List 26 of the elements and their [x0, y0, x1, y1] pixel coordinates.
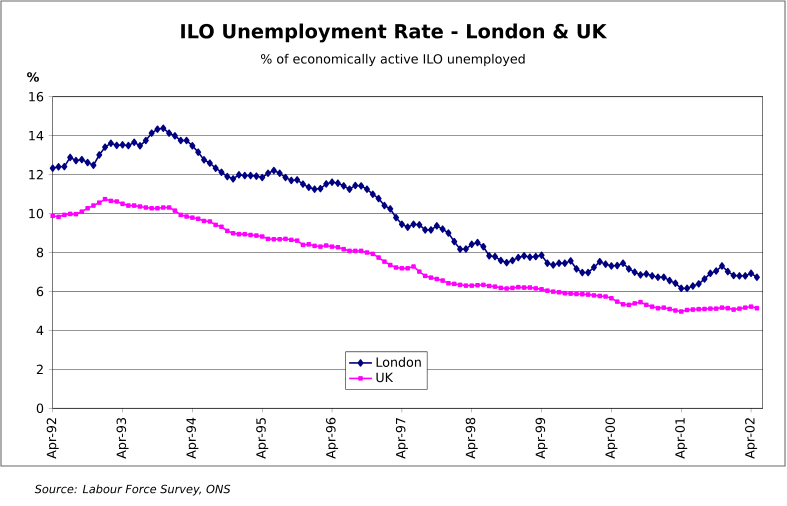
y-tick-label: 16 [29, 92, 44, 102]
x-tick-label: Apr-02 [745, 418, 758, 459]
x-tick-label: Apr-01 [675, 418, 688, 459]
x-tick-label: Apr-96 [326, 418, 338, 459]
chart-subtitle: % of economically active ILO unemployed [260, 54, 525, 66]
chart-title: ILO Unemployment Rate - London & UK [181, 24, 608, 42]
y-tick-label: 10 [29, 208, 44, 218]
x-tick-label: Apr-97 [396, 418, 408, 459]
y-tick-label: 4 [36, 326, 44, 336]
y-tick-label: 0 [36, 404, 44, 414]
x-tick-label: Apr-98 [466, 418, 478, 459]
y-tick-label: 2 [36, 364, 43, 374]
x-tick-label: Apr-95 [256, 418, 268, 459]
x-tick-label: Apr-92 [46, 418, 59, 459]
y-tick-label: 8 [36, 248, 44, 258]
x-tick-label: Apr-99 [536, 418, 548, 459]
legend-label: London [376, 357, 421, 367]
legend-label: UK [376, 372, 394, 382]
x-tick-label: Apr-93 [116, 418, 129, 459]
y-tick-label: 12 [29, 170, 43, 180]
source-note: Source: Labour Force Survey, ONS [34, 484, 230, 496]
x-tick-label: Apr-00 [605, 418, 618, 459]
y-axis-title: % [27, 72, 39, 82]
y-tick-label: 14 [29, 131, 44, 140]
x-tick-label: Apr-94 [186, 418, 198, 459]
y-tick-label: 6 [36, 286, 44, 296]
